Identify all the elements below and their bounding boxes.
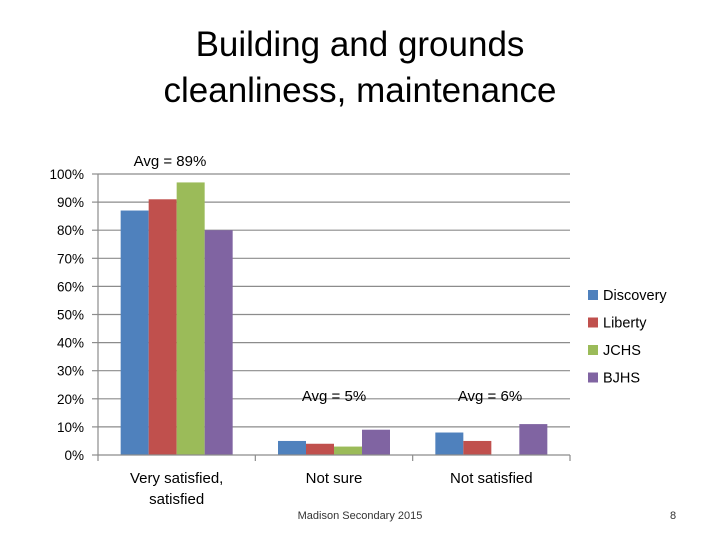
y-tick-label: 70% bbox=[57, 251, 84, 266]
legend-label-jchs: JCHS bbox=[603, 343, 641, 359]
bar-discovery-2 bbox=[278, 440, 306, 455]
bar-liberty-3 bbox=[463, 440, 492, 455]
y-tick-label: 40% bbox=[57, 336, 84, 351]
bar-bjhs-2 bbox=[362, 429, 390, 455]
annotation-avg-not-sure: Avg = 5% bbox=[302, 388, 366, 405]
chart-title: Building and grounds cleanliness, mainte… bbox=[0, 22, 720, 114]
bar-bjhs-1 bbox=[204, 230, 233, 455]
legend-swatch-liberty bbox=[588, 317, 598, 328]
bar-jchs-2 bbox=[334, 446, 362, 455]
y-tick-label: 80% bbox=[57, 223, 84, 238]
bars bbox=[120, 182, 548, 455]
footer-source: Madison Secondary 2015 bbox=[298, 510, 423, 522]
legend-label-liberty: Liberty bbox=[603, 316, 647, 332]
y-tick-label: 20% bbox=[57, 392, 84, 407]
bar-discovery-3 bbox=[435, 432, 464, 455]
x-axis-category-labels: Very satisfied, satisfied Not sure Not sati… bbox=[130, 470, 533, 508]
annotation-avg-satisfied: Avg = 89% bbox=[134, 153, 207, 170]
bar-discovery-1 bbox=[120, 210, 149, 455]
y-axis-tick-labels: 0% 10% 20% 30% 40% 50% 60% 70% 80% 90% 100% bbox=[49, 167, 84, 463]
y-tick-label: 50% bbox=[57, 308, 84, 323]
axes bbox=[97, 174, 571, 461]
y-tick-label: 60% bbox=[57, 279, 84, 294]
legend: Discovery Liberty JCHS BJHS bbox=[588, 288, 667, 387]
bar-liberty-1 bbox=[148, 199, 177, 455]
bar-jchs-1 bbox=[176, 182, 205, 455]
x-category-label: Not satisfied bbox=[450, 470, 533, 487]
bar-liberty-2 bbox=[306, 443, 334, 455]
bar-bjhs-3 bbox=[519, 424, 548, 455]
y-tick-label: 90% bbox=[57, 195, 84, 210]
legend-swatch-jchs bbox=[588, 345, 598, 355]
x-category-label: Very satisfied, bbox=[130, 470, 223, 487]
legend-swatch-bjhs bbox=[588, 372, 598, 383]
y-tick-label: 100% bbox=[49, 167, 84, 182]
legend-swatch-discovery bbox=[588, 290, 598, 300]
chart-title-line-1: Building and grounds bbox=[195, 25, 525, 64]
x-category-label: Not sure bbox=[306, 470, 363, 487]
chart-title-line-2: cleanliness, maintenance bbox=[163, 71, 557, 110]
legend-label-bjhs: BJHS bbox=[603, 371, 640, 387]
x-category-label: satisfied bbox=[149, 491, 204, 508]
page-number: 8 bbox=[670, 510, 676, 522]
y-tick-label: 30% bbox=[57, 364, 84, 379]
legend-label-discovery: Discovery bbox=[603, 288, 667, 304]
y-tick-label: 10% bbox=[57, 420, 84, 435]
annotation-avg-not-satisfied: Avg = 6% bbox=[458, 388, 522, 405]
y-tick-label: 0% bbox=[64, 448, 84, 463]
